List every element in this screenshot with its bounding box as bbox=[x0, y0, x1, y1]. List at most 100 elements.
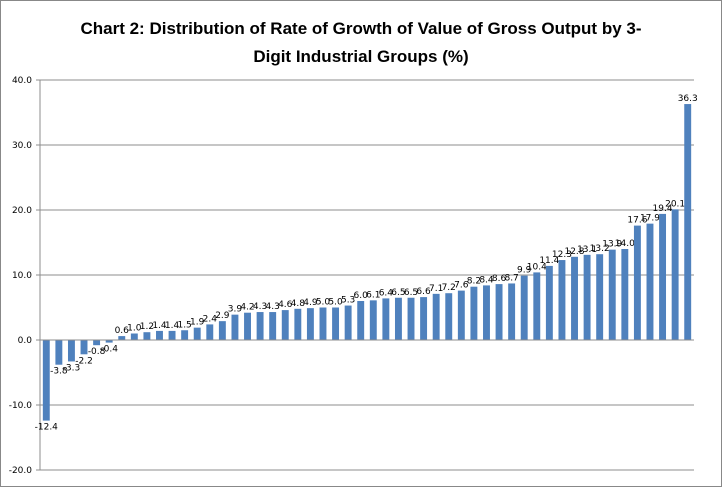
chart-title-line-1: Chart 2: Distribution of Rate of Growth … bbox=[80, 19, 642, 38]
data-label: 8.6 bbox=[492, 274, 507, 284]
data-label: 1.5 bbox=[177, 320, 191, 330]
data-label: 3.9 bbox=[228, 305, 243, 315]
data-label: 20.1 bbox=[665, 199, 685, 209]
data-label: -3.3 bbox=[63, 363, 81, 373]
bar bbox=[55, 340, 63, 365]
bar bbox=[508, 283, 516, 340]
data-label: 7.1 bbox=[429, 284, 443, 294]
chart-title: Chart 2: Distribution of Rate of Growth … bbox=[41, 15, 681, 71]
data-label: -12.4 bbox=[35, 423, 59, 433]
data-label: 6.4 bbox=[379, 288, 394, 298]
data-label: 1.9 bbox=[190, 318, 205, 328]
bar bbox=[67, 340, 75, 362]
data-label: 19.4 bbox=[653, 204, 673, 214]
data-label: 4.3 bbox=[266, 302, 280, 312]
bar bbox=[621, 249, 629, 340]
bar bbox=[156, 330, 163, 340]
data-label: 1.2 bbox=[140, 322, 154, 332]
bar bbox=[407, 297, 415, 340]
bar bbox=[633, 225, 641, 340]
bar bbox=[533, 272, 541, 340]
data-label: 4.6 bbox=[278, 300, 293, 310]
bar bbox=[571, 256, 578, 340]
bar bbox=[545, 265, 553, 340]
bar bbox=[344, 305, 352, 340]
data-label: 17.6 bbox=[627, 216, 647, 226]
y-tick-label: 10.0 bbox=[12, 271, 32, 281]
data-label: 4.8 bbox=[291, 299, 306, 309]
data-label: -3.8 bbox=[50, 367, 68, 377]
data-label: 6.6 bbox=[416, 287, 431, 297]
bar bbox=[206, 324, 214, 340]
bar bbox=[671, 209, 679, 340]
bar bbox=[105, 340, 113, 343]
bar bbox=[319, 307, 327, 340]
bar bbox=[495, 284, 503, 340]
bar bbox=[294, 308, 302, 340]
bar bbox=[93, 340, 101, 346]
bar bbox=[118, 336, 126, 340]
chart-title-line-2: Digit Industrial Groups (%) bbox=[253, 47, 469, 66]
data-label: 2.4 bbox=[203, 314, 218, 324]
data-label: -2.2 bbox=[75, 356, 93, 366]
y-tick-label: 0.0 bbox=[18, 336, 33, 346]
data-label: 2.9 bbox=[215, 311, 230, 321]
data-label: 7.2 bbox=[442, 283, 456, 293]
data-label: 10.4 bbox=[527, 262, 547, 272]
y-tick-label: 30.0 bbox=[12, 141, 32, 151]
bar bbox=[80, 340, 88, 355]
data-label: 4.3 bbox=[253, 302, 267, 312]
bar bbox=[357, 301, 365, 340]
bar bbox=[143, 332, 151, 340]
bar bbox=[231, 314, 239, 340]
y-tick-label: 40.0 bbox=[12, 76, 32, 86]
bar bbox=[193, 327, 201, 340]
bar bbox=[244, 312, 251, 340]
data-label: 36.3 bbox=[678, 94, 698, 104]
bar bbox=[269, 312, 277, 340]
bar bbox=[583, 254, 591, 340]
bar bbox=[306, 308, 314, 340]
bar bbox=[332, 307, 340, 340]
data-label: 4.9 bbox=[303, 298, 318, 308]
bar bbox=[445, 293, 453, 340]
data-label: 13.9 bbox=[602, 240, 622, 250]
bar bbox=[659, 213, 667, 340]
bar bbox=[394, 297, 402, 340]
data-label: 5.0 bbox=[316, 298, 331, 308]
bar bbox=[558, 260, 566, 340]
bar bbox=[42, 340, 50, 421]
data-label: 6.5 bbox=[404, 288, 418, 298]
data-label: 12.3 bbox=[552, 250, 572, 260]
data-label: -0.4 bbox=[100, 345, 118, 355]
data-label: 12.8 bbox=[564, 247, 584, 257]
bar bbox=[382, 298, 390, 340]
bar bbox=[218, 321, 226, 340]
bar bbox=[256, 312, 264, 340]
data-label: 13.1 bbox=[577, 245, 597, 255]
data-label: 4.2 bbox=[240, 303, 254, 313]
data-label: 6.5 bbox=[391, 288, 405, 298]
data-label: 8.2 bbox=[467, 277, 481, 287]
data-label: 7.6 bbox=[454, 281, 469, 291]
data-label: 8.7 bbox=[504, 273, 518, 283]
bar bbox=[684, 104, 692, 340]
bar bbox=[470, 286, 478, 340]
bar bbox=[420, 297, 428, 340]
y-tick-label: -10.0 bbox=[9, 401, 33, 411]
data-label: 17.9 bbox=[640, 214, 660, 224]
bar bbox=[483, 285, 490, 340]
data-label: 8.4 bbox=[479, 275, 494, 285]
bar bbox=[596, 254, 604, 340]
data-label: 1.4 bbox=[165, 321, 180, 331]
data-label: 9.9 bbox=[517, 266, 532, 276]
bar bbox=[369, 300, 377, 340]
bar bbox=[520, 275, 528, 340]
bar bbox=[646, 223, 654, 340]
data-label: 1.0 bbox=[127, 324, 142, 334]
bar bbox=[457, 290, 465, 340]
bar bbox=[608, 249, 616, 340]
y-tick-label: -20.0 bbox=[9, 466, 33, 476]
data-label: 1.4 bbox=[152, 321, 167, 331]
